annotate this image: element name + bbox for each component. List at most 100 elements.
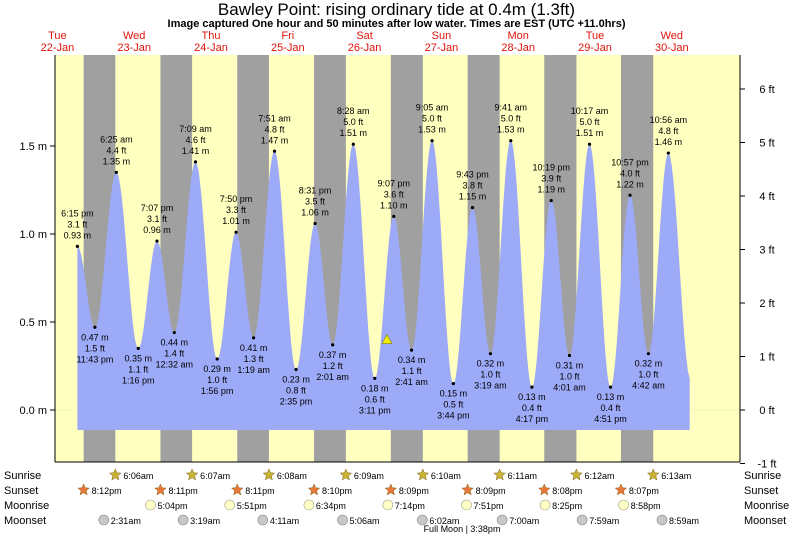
astro-row-label-right: Sunrise [744, 470, 781, 482]
low-tide-point [172, 330, 176, 335]
right-tick-label: 2 ft [759, 298, 774, 310]
high-tide-time: 10:19 pm [532, 163, 570, 173]
moonrise-icon [382, 499, 394, 511]
low-tide-feet: 1.1 ft [128, 364, 149, 374]
sunset-icon [230, 483, 244, 496]
moonset-icon [98, 514, 110, 526]
right-tick-label: 5 ft [759, 138, 774, 150]
high-tide-metres: 1.15 m [459, 192, 487, 202]
day-name-label: Tue [48, 30, 67, 42]
low-tide-time: 1:16 pm [122, 375, 155, 385]
day-name-label: Mon [507, 30, 528, 42]
moonset-time: 6:02am [429, 516, 459, 526]
moonset-time: 2:31am [111, 516, 141, 526]
low-tide-point [646, 352, 651, 356]
moonrise-icon [618, 499, 629, 511]
high-tide-feet: 3.3 ft [226, 205, 247, 215]
high-tide-time: 10:57 pm [611, 157, 649, 167]
high-tide-point [351, 142, 355, 146]
moonset-icon [417, 514, 428, 526]
low-tide-metres: 0.37 m [319, 350, 347, 360]
high-tide-metres: 1.41 m [182, 146, 210, 156]
high-tide-time: 6:25 am [100, 134, 133, 144]
high-tide-point [587, 142, 592, 146]
astro-row-label-left: Moonset [4, 515, 46, 527]
low-tide-time: 2:41 am [395, 377, 428, 387]
low-tide-metres: 0.44 m [161, 338, 189, 348]
low-tide-metres: 0.32 m [635, 359, 663, 369]
chart-subtitle: Image captured One hour and 50 minutes a… [167, 18, 626, 30]
high-tide-time: 10:56 am [650, 115, 688, 125]
low-tide-feet: 1.0 ft [638, 370, 659, 380]
sunrise-time: 6:12am [584, 471, 614, 481]
high-tide-time: 9:43 pm [456, 170, 489, 180]
moonrise-time: 5:04pm [158, 501, 188, 511]
high-tide-metres: 1.47 m [261, 135, 289, 145]
moonrise-time: 8:58pm [631, 501, 661, 511]
high-tide-time: 8:31 pm [299, 185, 332, 195]
high-tide-time: 7:50 pm [220, 194, 253, 204]
sunrise-icon [262, 468, 276, 481]
low-tide-metres: 0.23 m [282, 375, 310, 385]
sunrise-time: 6:13am [661, 471, 691, 481]
low-tide-time: 2:01 am [316, 372, 349, 382]
sunset-icon [307, 483, 321, 496]
sunset-time: 8:09pm [476, 486, 506, 496]
high-tide-metres: 1.22 m [616, 179, 644, 189]
day-name-label: Tue [586, 30, 605, 42]
sunset-time: 8:11pm [245, 486, 274, 496]
day-date-label: 25-Jan [271, 42, 305, 54]
sunrise-icon [108, 468, 122, 481]
right-tick-label: 3 ft [759, 245, 774, 257]
low-tide-point [136, 346, 140, 350]
day-date-label: 22-Jan [41, 42, 75, 54]
high-tide-metres: 1.46 m [655, 137, 683, 147]
low-tide-feet: 1.0 ft [559, 371, 580, 381]
low-tide-point [294, 367, 298, 372]
moonrise-time: 8:25pm [552, 501, 582, 511]
low-tide-time: 1:56 pm [201, 386, 234, 396]
low-tide-time: 4:51 pm [594, 414, 627, 424]
sunset-icon [77, 483, 90, 496]
moonrise-time: 7:14pm [395, 501, 425, 511]
high-tide-metres: 1.51 m [576, 128, 604, 138]
sunset-time: 8:09pm [399, 486, 429, 496]
high-tide-feet: 3.6 ft [384, 189, 405, 199]
high-tide-point [470, 206, 475, 210]
high-tide-metres: 0.96 m [143, 225, 171, 235]
high-tide-point [628, 193, 632, 197]
high-tide-feet: 4.0 ft [620, 168, 641, 178]
day-date-label: 24-Jan [194, 42, 228, 54]
low-tide-metres: 0.15 m [440, 389, 468, 399]
low-tide-time: 1:19 am [237, 365, 270, 375]
moonrise-icon [224, 499, 236, 511]
right-tick-label: -1 ft [758, 459, 777, 471]
low-tide-feet: 0.4 ft [601, 403, 622, 413]
high-tide-time: 9:07 pm [378, 178, 411, 188]
low-tide-point [93, 325, 97, 329]
chart-frame [54, 55, 741, 463]
high-tide-feet: 3.5 ft [305, 196, 326, 206]
sunset-time: 8:12pm [92, 486, 122, 496]
day-date-label: 29-Jan [578, 42, 612, 54]
high-tide-feet: 4.6 ft [185, 135, 206, 145]
sunrise-icon [339, 468, 353, 481]
high-tide-feet: 3.9 ft [541, 174, 562, 184]
day-date-label: 23-Jan [117, 42, 151, 54]
tide-area [77, 140, 690, 430]
low-tide-feet: 1.5 ft [85, 343, 106, 353]
low-tide-metres: 0.18 m [361, 383, 389, 393]
high-tide-feet: 4.8 ft [658, 126, 679, 136]
low-tide-time: 11:43 pm [76, 354, 113, 364]
left-tick-label: 0.0 m [19, 405, 47, 417]
moonrise-time: 5:51pm [237, 501, 267, 511]
high-tide-feet: 5.0 ft [579, 117, 600, 127]
moonset-icon [656, 514, 668, 526]
low-tide-metres: 0.32 m [477, 359, 505, 369]
low-tide-time: 3:11 pm [359, 405, 391, 415]
low-tide-point [488, 352, 493, 356]
moonrise-icon [145, 499, 156, 511]
day-name-label: Wed [123, 30, 145, 42]
right-tick-label: 0 ft [759, 405, 774, 417]
sunrise-icon [185, 468, 199, 481]
